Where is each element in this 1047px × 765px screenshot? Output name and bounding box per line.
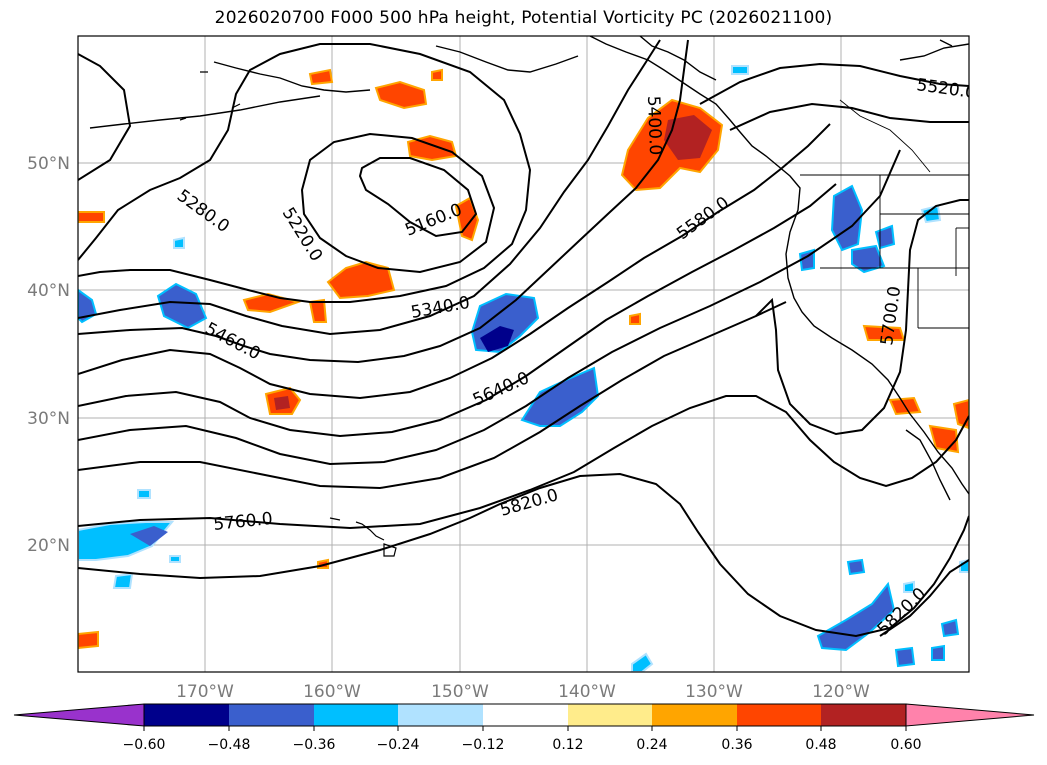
colorbar-cell <box>483 704 568 726</box>
colorbar-cell <box>229 704 314 726</box>
contour-5760 <box>78 395 969 530</box>
contour-5160 <box>358 157 478 238</box>
pv-positive-core <box>274 396 290 410</box>
pv-positive-area <box>454 196 480 242</box>
pv-shading <box>78 65 969 672</box>
lon-label: 150°W <box>431 682 489 702</box>
colorbar-frame <box>143 703 907 727</box>
islands <box>179 71 397 557</box>
pv-positive-area <box>629 312 641 325</box>
pv-negative-area <box>137 489 151 499</box>
pv-negative-core <box>480 326 514 352</box>
colorbar-tick-label: 0.24 <box>636 737 667 753</box>
colorbar-tick-label: −0.24 <box>377 737 420 753</box>
pv-negative-area <box>173 236 185 249</box>
colorbar-cell <box>398 704 483 726</box>
lon-label: 120°W <box>812 682 870 702</box>
colorbar-tick-label: −0.36 <box>293 737 336 753</box>
pv-negative-area <box>78 288 98 324</box>
pv-negative-area <box>940 618 960 638</box>
pv-negative-area <box>112 572 134 589</box>
colorbar-tick-label: 0.12 <box>552 737 583 753</box>
pv-positive-area <box>326 260 396 300</box>
pv-positive-area <box>78 211 105 223</box>
colorbar-tick-label: 0.36 <box>721 737 752 753</box>
contour-5460 <box>78 123 831 400</box>
colorbar-cell <box>737 704 821 726</box>
map-frame <box>77 35 970 673</box>
pv-negative-area <box>130 526 168 546</box>
lat-label: 30°N <box>27 409 70 429</box>
contour-5520-north <box>699 62 969 105</box>
contour-5880 <box>78 53 132 181</box>
colorbar-cell <box>144 704 229 726</box>
colorbar-extend-high <box>905 703 1035 727</box>
colorbar-tick-label: −0.60 <box>123 737 166 753</box>
contour-5820 <box>78 472 969 638</box>
colorbar-cell <box>821 704 906 726</box>
lon-label: 140°W <box>558 682 616 702</box>
pv-positive-area <box>374 80 428 110</box>
colorbar-tick-label: 0.60 <box>890 737 921 753</box>
pv-positive-area <box>308 68 334 86</box>
colorbar-tick-label: 0.48 <box>805 737 836 753</box>
pv-positive-area <box>308 298 328 323</box>
pv-negative-area <box>903 580 915 593</box>
map-panel <box>78 36 969 672</box>
contour-5220 <box>300 132 496 274</box>
contour-5580 <box>78 149 901 466</box>
colorbar-cell <box>568 704 652 726</box>
contour-5580-north <box>729 102 969 131</box>
contour-5520 <box>78 183 837 438</box>
lon-label: 130°W <box>685 682 743 702</box>
pv-negative-area <box>874 224 896 250</box>
pv-negative-area <box>731 65 749 75</box>
lat-label: 40°N <box>27 281 70 301</box>
contour-5700 <box>755 199 969 436</box>
pv-negative-area <box>959 558 969 573</box>
page-title: 2026020700 F000 500 hPa height, Potentia… <box>214 8 833 28</box>
pv-negative-area <box>851 244 886 274</box>
pv-positive-core <box>664 115 712 160</box>
contour-label: 5400.0 <box>643 95 665 155</box>
pv-negative-area <box>931 644 945 661</box>
pv-negative-area <box>156 282 208 330</box>
pv-negative-area <box>169 555 181 563</box>
pv-positive-area <box>431 68 443 81</box>
contour-5280 <box>78 43 532 303</box>
colorbar-tick-label: −0.48 <box>208 737 251 753</box>
lon-label: 160°W <box>303 682 361 702</box>
contour-5820-east <box>879 559 969 637</box>
lon-label: 170°W <box>176 682 234 702</box>
colorbar-tick-label: −0.12 <box>462 737 505 753</box>
colorbar-extend-low <box>13 703 145 727</box>
contour-5340 <box>78 39 661 336</box>
state-borders <box>800 99 969 329</box>
pv-negative-area <box>894 646 916 668</box>
contour-5640 <box>78 301 787 490</box>
coastlines <box>89 36 969 501</box>
colorbar-cell <box>652 704 737 726</box>
pv-positive-area <box>78 630 99 650</box>
contour-5400 <box>78 39 689 364</box>
height-contours <box>78 39 969 638</box>
colorbar-cell <box>314 704 398 726</box>
lat-label: 50°N <box>27 154 70 174</box>
pv-negative-area <box>631 652 654 672</box>
pv-negative-area <box>846 558 866 576</box>
lat-label: 20°N <box>27 536 70 556</box>
colorbar: −0.60 −0.48 −0.36 −0.24 −0.12 0.12 0.24 … <box>13 703 1035 753</box>
